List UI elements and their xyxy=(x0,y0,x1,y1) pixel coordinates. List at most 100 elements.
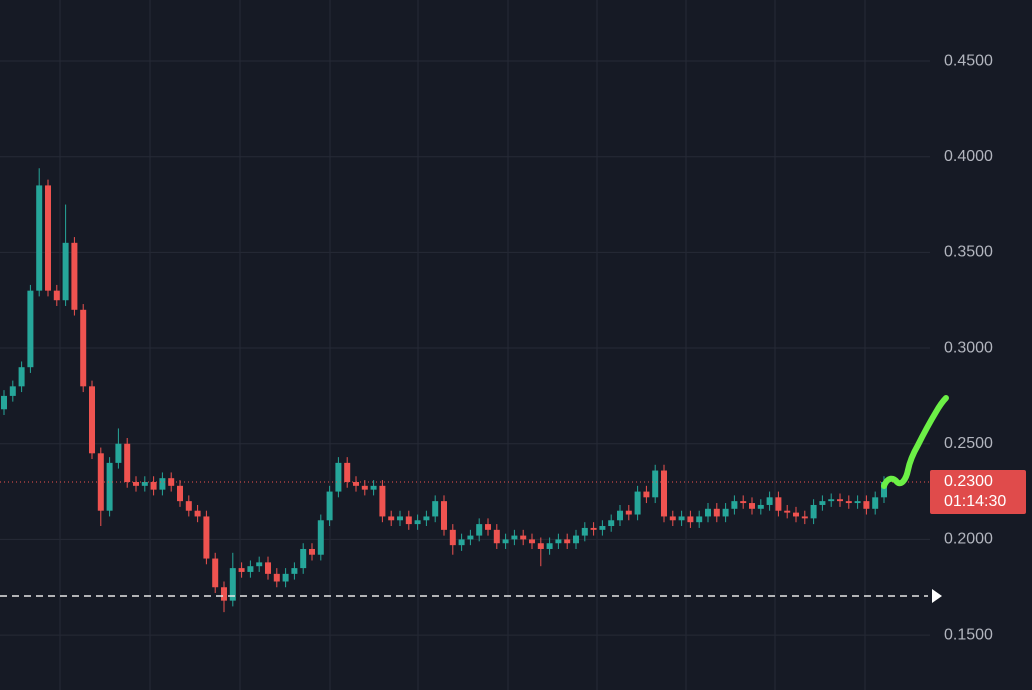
candle-body xyxy=(106,462,113,511)
candle-body xyxy=(256,562,263,567)
candle-body xyxy=(405,516,412,525)
candle-body xyxy=(801,516,808,519)
last-price-label: 0.2300 xyxy=(944,473,993,490)
candle-body xyxy=(300,548,307,569)
candle-body xyxy=(335,462,342,492)
candle-body xyxy=(529,539,535,544)
candle-body xyxy=(1,395,7,410)
candle-body xyxy=(854,501,861,504)
candle-body xyxy=(810,504,817,519)
candle-body xyxy=(414,520,421,525)
y-tick-label: 0.4500 xyxy=(944,52,993,69)
y-tick-label: 0.3000 xyxy=(944,339,993,356)
candle-body xyxy=(617,510,623,521)
candle-body xyxy=(696,516,703,523)
candle-body xyxy=(581,527,588,536)
candle-body xyxy=(141,482,148,486)
candle-body xyxy=(449,529,456,546)
candle-body xyxy=(317,520,324,555)
candle-body xyxy=(837,499,843,502)
overlay: 0.1500 0.2000 0.2500 0.3000 0.3500 0.4000 0.45… xyxy=(0,52,1026,643)
candle-body xyxy=(265,562,271,574)
countdown-label: 01:14:30 xyxy=(944,493,1006,510)
candle-body xyxy=(643,491,650,498)
last-price-badge xyxy=(930,470,1026,515)
candle-body xyxy=(537,543,544,549)
candle-body xyxy=(766,497,773,505)
candle-body xyxy=(115,443,122,463)
candle-body xyxy=(370,485,377,490)
candle-body xyxy=(793,512,799,517)
candle-body xyxy=(27,290,34,368)
candle-body xyxy=(590,527,597,530)
candle-body xyxy=(678,516,685,521)
candle-body xyxy=(80,309,87,387)
candle-body xyxy=(872,497,879,509)
candle-body xyxy=(388,516,395,521)
candle-body xyxy=(89,386,95,454)
candle-body xyxy=(62,242,69,301)
vertical-grid xyxy=(59,0,866,690)
candle-body xyxy=(229,568,236,601)
candle-body xyxy=(379,485,386,517)
candle-body xyxy=(361,485,368,490)
candle-body xyxy=(722,508,729,517)
candle-body xyxy=(784,510,791,513)
candle-body xyxy=(608,520,615,527)
candle-body xyxy=(344,462,351,483)
candle-body xyxy=(291,568,298,574)
candle-body xyxy=(441,501,447,530)
y-tick-label: 0.2000 xyxy=(944,531,993,548)
y-tick-label: 0.2500 xyxy=(944,435,993,452)
candle-body xyxy=(133,482,139,486)
candle-body xyxy=(863,501,870,509)
candle-body xyxy=(45,185,51,291)
candle-body xyxy=(194,510,201,517)
y-tick-label: 0.4000 xyxy=(944,148,993,165)
candle-body xyxy=(124,443,131,483)
candle-body xyxy=(819,501,826,505)
candle-body xyxy=(775,497,782,511)
candle-body xyxy=(326,491,333,521)
candle-body xyxy=(53,290,60,301)
candle-body xyxy=(555,539,562,544)
candle-body xyxy=(150,482,157,490)
candle-body xyxy=(502,539,509,544)
candle-body xyxy=(168,478,175,486)
candle-body xyxy=(309,548,315,555)
candle-body xyxy=(520,535,527,540)
candle-body xyxy=(247,566,254,572)
candle-body xyxy=(467,535,474,540)
candle-body xyxy=(828,499,835,502)
candle-body xyxy=(397,516,403,521)
candle-body xyxy=(731,501,738,509)
candle-body xyxy=(36,185,43,291)
candle-body xyxy=(485,524,491,530)
candle-body xyxy=(661,470,667,517)
candle-body xyxy=(634,491,641,515)
candle-body xyxy=(749,503,755,509)
candle-body xyxy=(203,516,210,559)
candle-body xyxy=(669,516,676,521)
candle-body xyxy=(564,539,571,544)
candle-body xyxy=(476,524,483,536)
horizontal-grid xyxy=(0,60,930,636)
candle-body xyxy=(238,568,245,572)
candle-body xyxy=(282,573,289,582)
candle-body xyxy=(599,526,606,530)
candle-body xyxy=(652,470,659,498)
candle-body xyxy=(687,516,694,523)
candle-body xyxy=(353,482,359,486)
candle-body xyxy=(432,501,439,517)
y-tick-label: 0.1500 xyxy=(944,626,993,643)
candle-body xyxy=(221,587,227,601)
candle-body xyxy=(458,539,465,546)
hand-drawn-arrow xyxy=(881,395,949,489)
candle-body xyxy=(71,242,78,310)
candle-body xyxy=(159,478,166,490)
candle-body xyxy=(212,558,219,588)
candle-body xyxy=(511,535,518,540)
candle-body xyxy=(705,508,711,517)
